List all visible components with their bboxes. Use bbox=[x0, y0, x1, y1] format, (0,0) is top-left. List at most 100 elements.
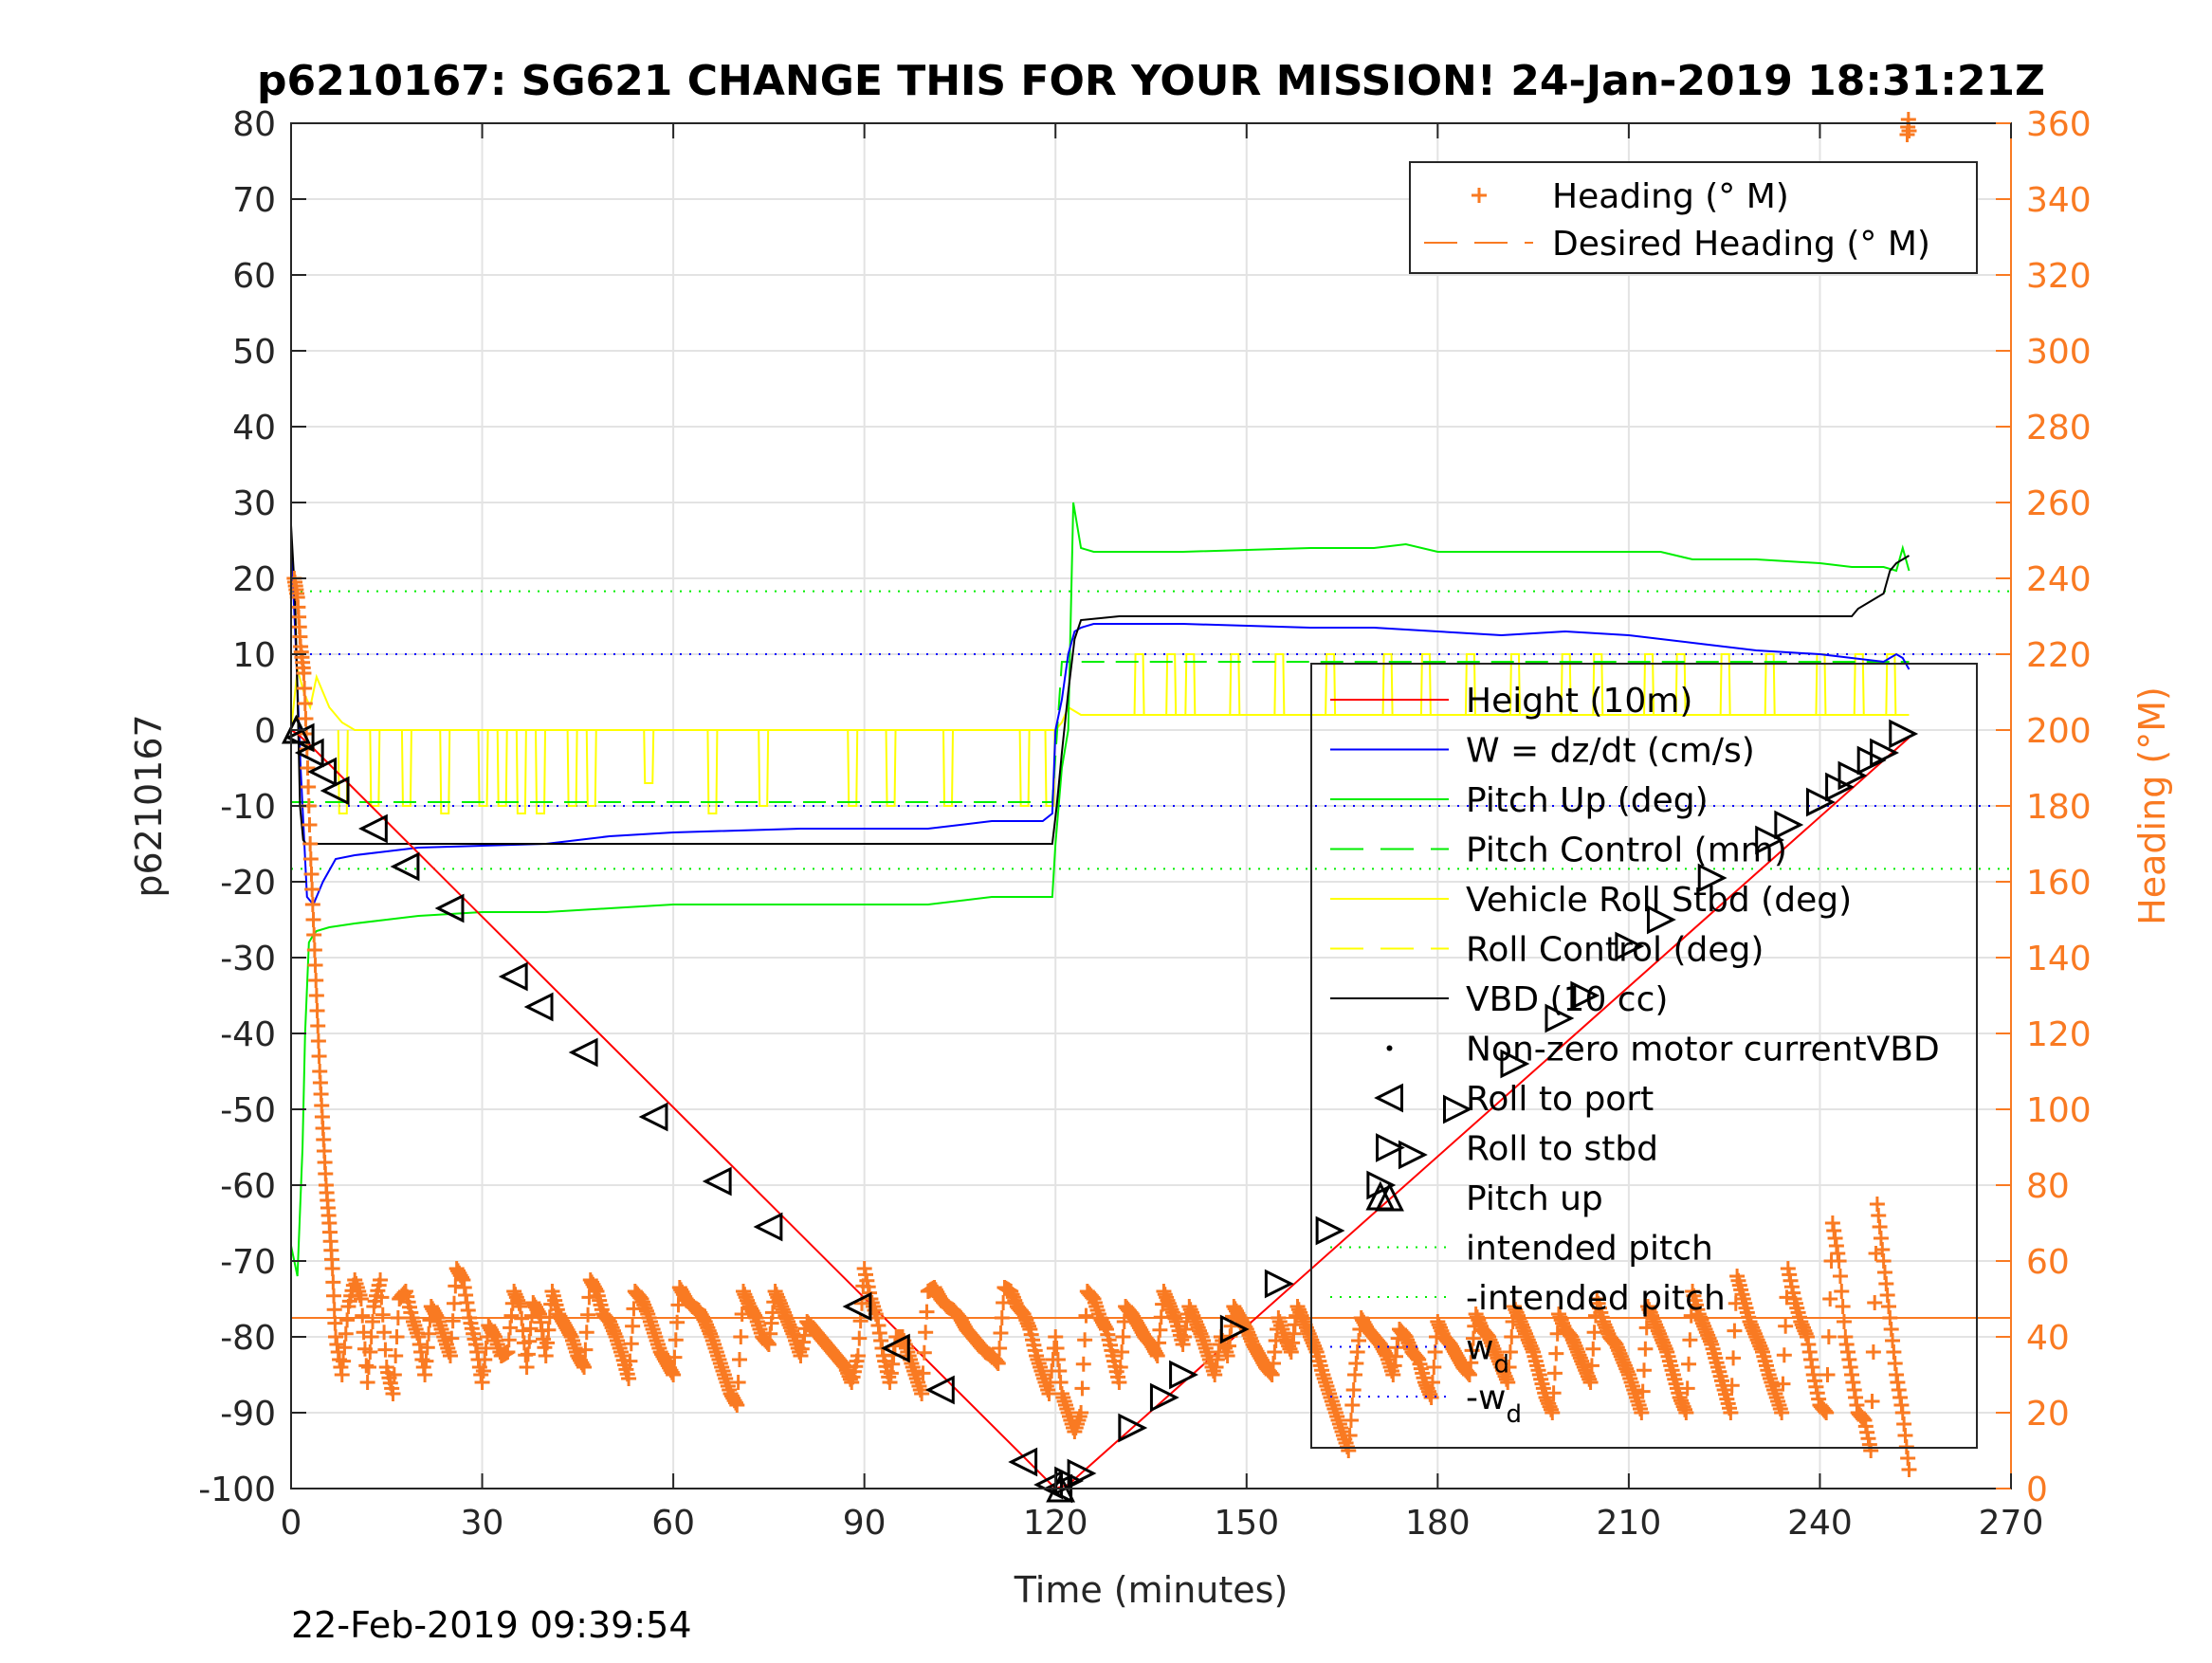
x-tick-label: 60 bbox=[651, 1504, 695, 1543]
roll-to-stbd-marker bbox=[1805, 787, 1836, 817]
legend-label: wd bbox=[1466, 1329, 1509, 1380]
roll-to-stbd-marker bbox=[1570, 980, 1600, 1011]
x-tick-label: 0 bbox=[281, 1504, 302, 1543]
y-right-tick-label: 300 bbox=[2026, 333, 2092, 372]
roll-excursion bbox=[585, 729, 597, 807]
y-tick-label: 30 bbox=[232, 484, 276, 523]
y-tick-label: -70 bbox=[220, 1243, 276, 1282]
chart-title: p6210167: SG621 CHANGE THIS FOR YOUR MIS… bbox=[257, 57, 2045, 105]
legend-label-text: Vehicle Roll Stbd (deg) bbox=[1466, 881, 1852, 920]
roll-excursion bbox=[1508, 653, 1521, 716]
y-tick-label: -90 bbox=[220, 1395, 276, 1434]
roll-excursion bbox=[1325, 653, 1337, 716]
x-axis-label: Time (minutes) bbox=[1014, 1569, 1289, 1611]
roll-excursion bbox=[439, 729, 451, 814]
legend-entry: Roll to port bbox=[1374, 1080, 1654, 1119]
roll-to-stbd-marker bbox=[1219, 1314, 1250, 1344]
legend-label-text: Pitch Control (mm) bbox=[1466, 832, 1787, 870]
roll-to-stbd-marker bbox=[1067, 1458, 1097, 1489]
y-right-tick-label: 200 bbox=[2026, 712, 2092, 751]
x-tick-label: 30 bbox=[461, 1504, 504, 1543]
legend-entry: W = dz/dt (cm/s) bbox=[1330, 732, 1755, 771]
roll-excursion bbox=[400, 729, 412, 807]
y-right-tick-label: 340 bbox=[2026, 181, 2092, 220]
y-tick-label: 60 bbox=[232, 257, 276, 296]
legend-label-text: Height (10m) bbox=[1466, 682, 1692, 721]
legend-label-text: Pitch up bbox=[1466, 1179, 1603, 1218]
legend-heading-box bbox=[1409, 161, 1978, 274]
legend-entry: -wd bbox=[1330, 1379, 1522, 1429]
y-right-tick-label: 140 bbox=[2026, 940, 2092, 978]
roll-excursion bbox=[1419, 653, 1432, 716]
roll-to-stbd-marker bbox=[1149, 1382, 1179, 1413]
legend-label-text: w bbox=[1466, 1329, 1493, 1368]
roll-to-port-marker bbox=[753, 1212, 783, 1242]
legend-label: Pitch Control (mm) bbox=[1466, 832, 1787, 870]
series-layer bbox=[286, 112, 1917, 1490]
roll-excursion bbox=[1165, 653, 1178, 716]
y-tick-label: 70 bbox=[232, 181, 276, 220]
y-right-tick-label: 160 bbox=[2026, 864, 2092, 903]
roll-excursion bbox=[535, 729, 547, 814]
legend-label-text: intended pitch bbox=[1466, 1230, 1713, 1269]
roll-to-stbd-marker bbox=[1697, 863, 1728, 893]
footer-timestamp: 22-Feb-2019 09:39:54 bbox=[291, 1604, 692, 1646]
roll-to-stbd-marker bbox=[1442, 1094, 1472, 1124]
y-right-tick-label: 60 bbox=[2026, 1243, 2070, 1282]
legend-heading-symbol bbox=[1472, 188, 1487, 203]
legend-label: Roll Control (deg) bbox=[1466, 931, 1764, 970]
marker-layer bbox=[281, 714, 1919, 1504]
roll-to-stbd-marker bbox=[1837, 760, 1868, 791]
legend-label-text: Pitch Up (deg) bbox=[1466, 781, 1709, 820]
y-tick-label: -20 bbox=[220, 864, 276, 903]
legend-label-text: Roll to port bbox=[1466, 1080, 1654, 1119]
legend-heading-label: Heading (° M) bbox=[1552, 177, 1789, 216]
pitch-series bbox=[290, 502, 1910, 1277]
legend-main-box bbox=[1310, 663, 1978, 1449]
y-right-tick-label: 360 bbox=[2026, 105, 2092, 144]
legend-label: Roll to stbd bbox=[1466, 1130, 1658, 1169]
legend-entry: -intended pitch bbox=[1330, 1279, 1726, 1318]
y-right-tick-label: 40 bbox=[2026, 1319, 2070, 1358]
roll-to-port-marker bbox=[294, 738, 324, 768]
roll-to-stbd-marker bbox=[1774, 810, 1804, 840]
roll-excursion bbox=[1719, 653, 1731, 716]
roll-to-port-marker bbox=[434, 893, 465, 923]
y-tick-label: 80 bbox=[232, 105, 276, 144]
legend-label: VBD (10 cc) bbox=[1466, 980, 1668, 1019]
legend-entry: Roll Control (deg) bbox=[1330, 931, 1764, 970]
y-right-tick-label: 260 bbox=[2026, 484, 2092, 523]
bottom-axis: 0 30 60 90 120 150 180 210 240 270 bbox=[281, 123, 2043, 1543]
roll-to-stbd-marker bbox=[1646, 905, 1676, 935]
legend-roll-to-stbd-symbol bbox=[1376, 1133, 1405, 1162]
legend-pitch-up-symbol bbox=[1375, 1181, 1404, 1212]
w-series bbox=[290, 539, 1910, 906]
y-right-tick-label: 180 bbox=[2026, 788, 2092, 827]
legend-label: intended pitch bbox=[1466, 1230, 1713, 1269]
roll-excursion bbox=[847, 729, 859, 807]
roll-excursion bbox=[1560, 653, 1572, 716]
legend-label: Vehicle Roll Stbd (deg) bbox=[1466, 881, 1852, 920]
roll-to-stbd-marker bbox=[1545, 1003, 1575, 1033]
roll-to-port-marker bbox=[924, 1375, 955, 1405]
roll-to-port-marker bbox=[1008, 1447, 1038, 1477]
y-tick-label: -60 bbox=[220, 1167, 276, 1206]
legend-label-text: W = dz/dt (cm/s) bbox=[1466, 732, 1755, 771]
roll-excursion bbox=[1229, 653, 1241, 716]
legend-label-subscript: d bbox=[1506, 1400, 1522, 1429]
legend-main: Height (10m) W = dz/dt (cm/s) Pitch Up (de… bbox=[1310, 663, 1978, 1449]
y-tick-label: -40 bbox=[220, 1015, 276, 1054]
roll-excursion bbox=[1885, 653, 1897, 716]
legend-entry: Pitch up bbox=[1375, 1179, 1603, 1218]
legend-label-text: Non-zero motor currentVBD bbox=[1466, 1031, 1940, 1069]
roll-series bbox=[290, 668, 1910, 731]
roll-excursion bbox=[337, 729, 349, 814]
roll-excursion bbox=[1184, 653, 1197, 716]
roll-to-port-marker bbox=[307, 757, 338, 787]
legend-entry: Roll to stbd bbox=[1376, 1130, 1658, 1169]
roll-excursion bbox=[885, 729, 897, 807]
y-right-tick-label: 320 bbox=[2026, 257, 2092, 296]
legend-label-text: Roll Control (deg) bbox=[1466, 931, 1764, 970]
roll-excursion bbox=[942, 729, 955, 807]
